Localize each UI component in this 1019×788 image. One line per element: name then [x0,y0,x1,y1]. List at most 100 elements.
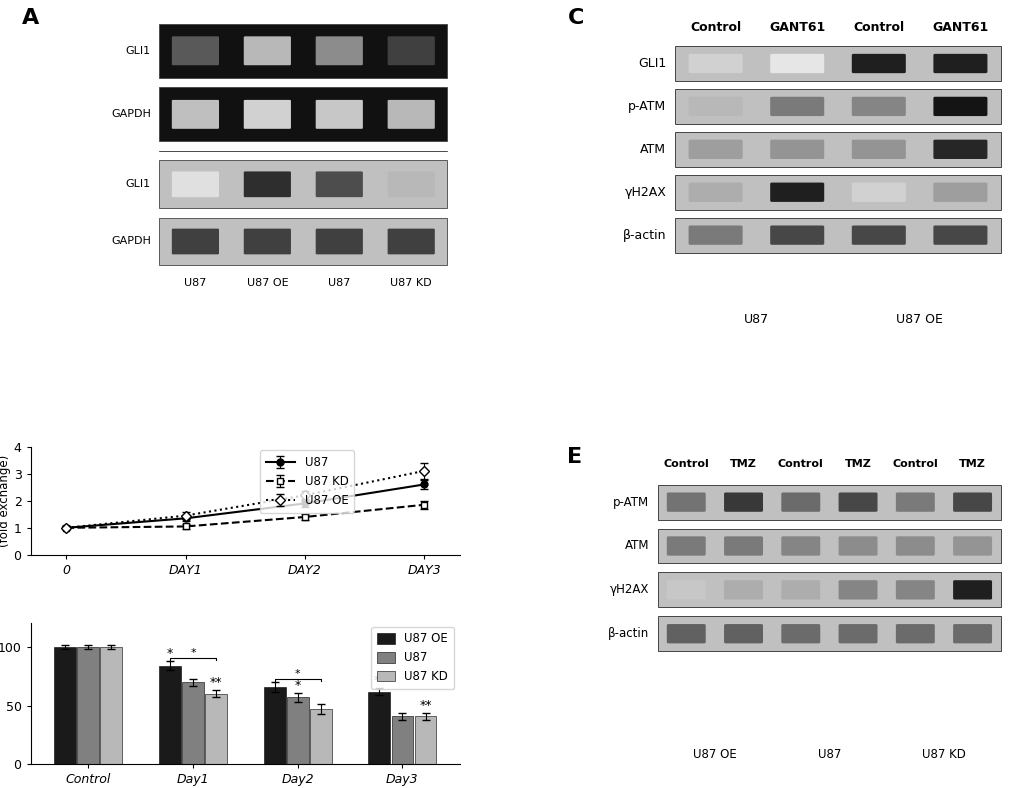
FancyBboxPatch shape [723,624,762,643]
FancyBboxPatch shape [316,100,363,128]
Text: p-ATM: p-ATM [628,100,665,113]
FancyBboxPatch shape [171,172,219,197]
FancyBboxPatch shape [171,229,219,255]
Text: U87: U87 [743,313,768,326]
Bar [100,647,122,764]
Text: β-actin: β-actin [623,229,665,242]
Text: Control: Control [853,20,904,34]
FancyBboxPatch shape [688,225,742,245]
FancyBboxPatch shape [895,492,933,511]
FancyBboxPatch shape [952,492,991,511]
FancyBboxPatch shape [316,36,363,65]
Bar [205,694,227,764]
Text: GAPDH: GAPDH [111,236,151,247]
Bar [181,682,204,764]
Text: **: ** [210,676,222,690]
FancyBboxPatch shape [769,97,823,116]
FancyBboxPatch shape [657,529,1001,563]
FancyBboxPatch shape [666,492,705,511]
Bar [310,709,331,764]
Text: ATM: ATM [624,540,648,552]
Text: Control: Control [777,459,823,469]
FancyBboxPatch shape [666,580,705,600]
Text: U87 OE: U87 OE [692,749,736,761]
Text: **: ** [373,674,385,687]
FancyBboxPatch shape [159,217,446,266]
FancyBboxPatch shape [159,24,446,78]
FancyBboxPatch shape [838,580,876,600]
Bar [368,692,390,764]
FancyBboxPatch shape [387,100,434,128]
FancyBboxPatch shape [244,100,290,128]
Text: Control: Control [662,459,708,469]
Text: γH2AX: γH2AX [624,186,665,199]
FancyBboxPatch shape [171,100,219,128]
FancyBboxPatch shape [895,580,933,600]
Bar [286,697,309,764]
FancyBboxPatch shape [851,139,905,159]
FancyBboxPatch shape [932,54,986,73]
FancyBboxPatch shape [657,572,1001,608]
Text: GLI1: GLI1 [125,46,151,56]
FancyBboxPatch shape [171,36,219,65]
FancyBboxPatch shape [781,580,819,600]
FancyBboxPatch shape [851,225,905,245]
FancyBboxPatch shape [838,537,876,556]
Bar [391,716,413,764]
Text: TMZ: TMZ [844,459,870,469]
FancyBboxPatch shape [769,54,823,73]
FancyBboxPatch shape [838,492,876,511]
FancyBboxPatch shape [952,537,991,556]
FancyBboxPatch shape [932,139,986,159]
FancyBboxPatch shape [769,183,823,202]
Bar [414,716,436,764]
Text: U87: U87 [328,278,351,288]
Text: U87 OE: U87 OE [896,313,943,326]
Text: U87 OE: U87 OE [247,278,288,288]
FancyBboxPatch shape [244,229,290,255]
Text: C: C [567,8,583,28]
FancyBboxPatch shape [387,36,434,65]
FancyBboxPatch shape [851,183,905,202]
FancyBboxPatch shape [387,172,434,197]
Text: *: * [294,678,301,692]
FancyBboxPatch shape [688,97,742,116]
FancyBboxPatch shape [675,217,1001,253]
FancyBboxPatch shape [781,492,819,511]
FancyBboxPatch shape [159,161,446,208]
FancyBboxPatch shape [688,54,742,73]
FancyBboxPatch shape [781,624,819,643]
Text: U87: U87 [817,749,841,761]
FancyBboxPatch shape [838,624,876,643]
Bar [54,647,76,764]
FancyBboxPatch shape [688,183,742,202]
FancyBboxPatch shape [316,172,363,197]
Text: U87 KD: U87 KD [390,278,432,288]
Text: GAPDH: GAPDH [111,110,151,119]
Text: U87 KD: U87 KD [921,749,965,761]
Legend: U87 OE, U87, U87 KD: U87 OE, U87, U87 KD [371,626,453,690]
FancyBboxPatch shape [675,132,1001,167]
Text: γH2AX: γH2AX [609,583,648,597]
FancyBboxPatch shape [657,485,1001,519]
FancyBboxPatch shape [159,87,446,141]
FancyBboxPatch shape [675,175,1001,210]
FancyBboxPatch shape [895,624,933,643]
Text: TMZ: TMZ [958,459,985,469]
FancyBboxPatch shape [781,537,819,556]
FancyBboxPatch shape [723,580,762,600]
FancyBboxPatch shape [723,492,762,511]
FancyBboxPatch shape [952,624,991,643]
Bar [264,687,285,764]
FancyBboxPatch shape [932,225,986,245]
Text: A: A [22,8,39,28]
Y-axis label: Cell Proliferation
(fold exchange): Cell Proliferation (fold exchange) [0,452,11,549]
FancyBboxPatch shape [851,54,905,73]
Text: GANT61: GANT61 [931,20,987,34]
FancyBboxPatch shape [244,172,290,197]
Text: Control: Control [690,20,741,34]
FancyBboxPatch shape [952,580,991,600]
FancyBboxPatch shape [688,139,742,159]
FancyBboxPatch shape [675,89,1001,124]
FancyBboxPatch shape [932,183,986,202]
